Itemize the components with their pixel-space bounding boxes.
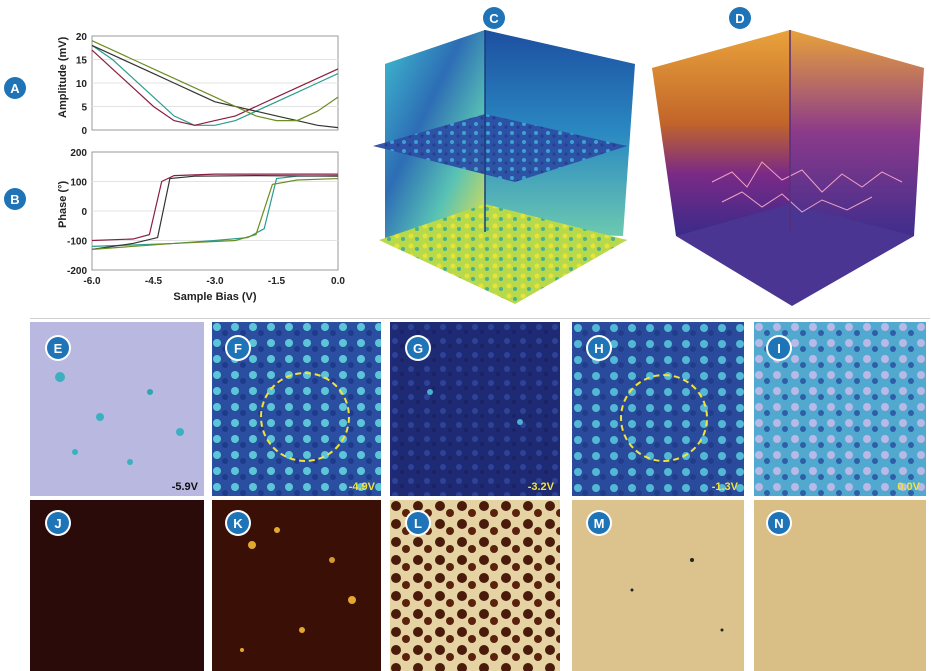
section-divider — [30, 318, 930, 319]
y-tick-label: -100 — [67, 237, 87, 248]
highlight-circle-f — [260, 372, 350, 462]
label-badge-l: L — [407, 512, 429, 534]
y-tick-label: 20 — [76, 32, 88, 43]
label-badge-d: D — [729, 7, 751, 29]
label-badge-n: N — [768, 512, 790, 534]
x-tick-label: -4.5 — [145, 276, 163, 287]
label-badge-e: E — [47, 337, 69, 359]
voltage-label-i: 0.0V — [897, 481, 920, 493]
voltage-label-e: -5.9V — [171, 481, 198, 493]
volume-render-d — [652, 30, 924, 306]
y-tick-label: 10 — [76, 79, 88, 90]
phase-series — [91, 173, 339, 250]
label-badge-a: A — [4, 77, 26, 99]
phase-y-label: Phase (°) — [57, 180, 69, 228]
y-tick-label: -200 — [67, 266, 87, 277]
amplitude-series — [91, 40, 339, 129]
y-tick-label: 0 — [81, 126, 87, 137]
volume-render-c — [373, 30, 635, 304]
y-tick-label: 100 — [70, 178, 87, 189]
x-tick-label: -3.0 — [206, 276, 224, 287]
y-tick-label: 15 — [76, 56, 88, 67]
x-tick-label: -6.0 — [83, 276, 101, 287]
label-badge-i: I — [768, 337, 790, 359]
x-tick-label: 0.0 — [331, 276, 345, 287]
voltage-label-g: -3.2V — [527, 481, 554, 493]
label-badge-f: F — [227, 337, 249, 359]
y-tick-label: 200 — [70, 148, 87, 159]
label-badge-k: K — [227, 512, 249, 534]
y-tick-label: 5 — [81, 103, 87, 114]
voltage-label-h: -1.3V — [711, 481, 738, 493]
label-badge-g: G — [407, 337, 429, 359]
series-line — [91, 173, 338, 242]
series-line — [91, 40, 339, 122]
label-badge-m: M — [588, 512, 610, 534]
label-badge-h: H — [588, 337, 610, 359]
voltage-label-f: -4.9V — [348, 481, 375, 493]
x-axis-label: Sample Bias (V) — [173, 291, 256, 303]
map-panel-f: -4.9V — [212, 322, 381, 496]
map-panel-l — [390, 500, 560, 671]
series-line — [91, 44, 339, 126]
y-tick-label: 0 — [81, 207, 87, 218]
label-badge-j: J — [47, 512, 69, 534]
x-tick-label: -1.5 — [268, 276, 286, 287]
highlight-circle-h — [620, 374, 708, 462]
series-line — [91, 49, 339, 126]
label-badge-c: C — [483, 7, 505, 29]
amplitude-y-label: Amplitude (mV) — [57, 36, 69, 118]
label-badge-b: B — [4, 188, 26, 210]
series-line — [91, 177, 339, 250]
series-line — [91, 174, 339, 250]
